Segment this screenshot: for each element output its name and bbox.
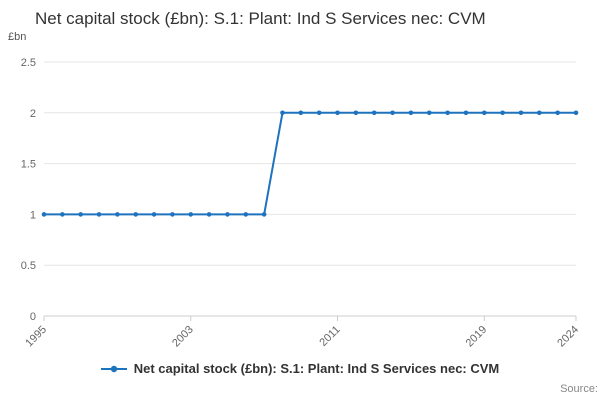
y-tick-label: 2	[30, 108, 36, 120]
x-tick-label: 2024	[555, 324, 581, 348]
data-point-marker[interactable]	[280, 110, 285, 116]
x-tick-label: 2003	[170, 324, 196, 348]
data-point-marker[interactable]	[408, 110, 414, 116]
data-point-marker[interactable]	[96, 212, 102, 217]
data-point-marker[interactable]	[151, 212, 157, 217]
chart-title: Net capital stock (£bn): S.1: Plant: Ind…	[35, 9, 486, 28]
x-tick-label: 2019	[464, 324, 490, 348]
data-point-marker[interactable]	[188, 212, 194, 217]
data-point-marker[interactable]	[518, 110, 524, 116]
data-point-marker[interactable]	[573, 110, 579, 116]
y-tick-label: 1	[30, 209, 36, 221]
data-point-marker[interactable]	[353, 110, 359, 116]
data-point-marker[interactable]	[555, 110, 560, 116]
data-point-marker[interactable]	[206, 212, 212, 217]
x-tick-label: 2011	[317, 324, 342, 348]
data-point-marker[interactable]	[261, 212, 267, 217]
series-line	[44, 111, 576, 216]
data-point-marker[interactable]	[133, 212, 139, 217]
data-point-marker[interactable]	[316, 110, 322, 116]
data-point-marker[interactable]	[78, 212, 83, 217]
y-tick-label: 2.5	[21, 57, 36, 69]
y-axis-unit-label: £bn	[8, 31, 27, 43]
data-point-marker[interactable]	[60, 212, 65, 217]
data-point-marker[interactable]	[335, 110, 340, 116]
data-point-marker[interactable]	[41, 212, 47, 217]
legend-series-marker-icon	[100, 365, 127, 372]
data-point-marker[interactable]	[463, 110, 469, 116]
data-point-marker[interactable]	[170, 212, 175, 217]
data-point-marker[interactable]	[481, 110, 487, 116]
data-point-marker[interactable]	[115, 212, 120, 217]
data-point-marker[interactable]	[371, 110, 377, 116]
x-tick-label: 1995	[23, 324, 49, 348]
data-point-marker[interactable]	[500, 110, 505, 116]
data-point-marker[interactable]	[445, 110, 450, 116]
data-point-marker[interactable]	[243, 212, 249, 217]
data-point-marker[interactable]	[298, 110, 304, 116]
y-tick-label: 1.5	[21, 159, 36, 171]
line-chart: 0 0.5 1 1.5 2 2.5 1995 2003 2011 2019 2024	[21, 57, 581, 348]
data-point-marker[interactable]	[225, 212, 230, 217]
data-point-marker[interactable]	[537, 110, 542, 116]
legend[interactable]: Net capital stock (£bn): S.1: Plant: Ind…	[0, 361, 600, 376]
data-point-marker[interactable]	[426, 110, 432, 116]
y-tick-label: 0	[30, 311, 36, 323]
y-tick-label: 0.5	[21, 260, 36, 272]
source-attribution: Source:	[560, 383, 598, 395]
data-point-marker[interactable]	[390, 110, 395, 116]
legend-series-label: Net capital stock (£bn): S.1: Plant: Ind…	[133, 361, 500, 376]
